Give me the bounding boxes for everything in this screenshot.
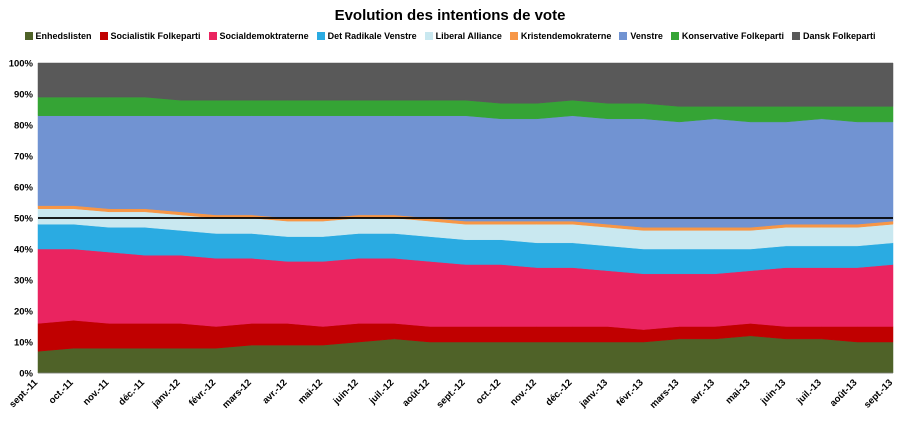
legend-item-konservative-folkeparti: Konservative Folkeparti: [670, 31, 784, 41]
x-axis-tick-label: mars-13: [648, 377, 682, 411]
y-axis-tick-label: 0%: [19, 369, 33, 380]
legend: Enhedslisten Socialistik Folkeparti Social…: [0, 31, 900, 41]
legend-label: Konservative Folkeparti: [681, 31, 784, 41]
x-axis-tick-label: oct.-11: [47, 377, 77, 407]
x-axis-tick-label: juin-12: [331, 377, 361, 407]
legend-swatch: [24, 32, 33, 40]
y-axis-tick-label: 90%: [14, 90, 34, 101]
y-axis-tick-label: 70%: [14, 152, 34, 163]
x-axis-tick-label: nov.-11: [81, 377, 112, 408]
x-axis-tick-label: avr.-12: [260, 377, 289, 406]
legend-swatch: [670, 32, 679, 40]
legend-item-venstre: Venstre: [619, 31, 663, 41]
x-axis-tick-label: sept.-13: [862, 377, 895, 410]
x-axis-tick-label: janv.-12: [150, 377, 183, 410]
legend-swatch: [99, 32, 108, 40]
y-axis-tick-label: 80%: [14, 121, 34, 132]
area-venstre: [37, 115, 894, 228]
x-axis-tick-label: sept.-12: [434, 377, 467, 410]
x-axis-tick-label: juil.-12: [367, 377, 397, 407]
legend-item-socialistik-folkeparti: Socialistik Folkeparti: [99, 31, 201, 41]
legend-swatch: [208, 32, 217, 40]
x-axis-tick-label: févr.-13: [614, 377, 645, 408]
y-axis-tick-label: 40%: [14, 245, 34, 256]
x-axis-tick-label: sept.-11: [7, 377, 40, 410]
x-axis-tick-label: déc.-12: [544, 377, 575, 408]
chart-title: Evolution des intentions de vote: [334, 7, 566, 24]
legend-label: Det Radikale Venstre: [327, 31, 417, 41]
x-axis-tick-label: mars-12: [220, 377, 254, 411]
y-axis-tick-label: 100%: [9, 59, 34, 70]
legend-item-det-radikale-venstre: Det Radikale Venstre: [316, 31, 417, 41]
y-axis-tick-label: 20%: [14, 307, 34, 318]
legend-label: Liberal Alliance: [435, 31, 502, 41]
x-axis-tick-label: mai-13: [724, 377, 753, 406]
area-dansk-folkeparti: [37, 62, 894, 107]
legend-label: Venstre: [630, 31, 663, 41]
legend-swatch: [791, 32, 800, 40]
legend-item-socialdemoktraterne: Socialdemoktraterne: [208, 31, 309, 41]
legend-label: Socialdemoktraterne: [219, 31, 309, 41]
legend-item-enhedslisten: Enhedslisten: [24, 31, 92, 41]
x-axis-tick-label: janv.-13: [577, 377, 610, 410]
legend-label: Socialistik Folkeparti: [110, 31, 201, 41]
x-axis-tick-label: juin-13: [758, 377, 788, 407]
x-axis-tick-label: févr.-12: [187, 377, 218, 408]
x-axis-tick-label: juil.-13: [794, 377, 824, 407]
x-axis-tick-label: déc.-11: [116, 377, 147, 408]
x-axis-tick-label: août-13: [828, 377, 860, 409]
y-axis-tick-label: 30%: [14, 276, 34, 287]
legend-label: Enhedslisten: [35, 31, 92, 41]
y-axis-tick-label: 50%: [14, 214, 34, 225]
stacked-area-chart: 0% 10% 20% 30% 40% 50% 60% 70% 80% 90% 100% sept.-1…: [7, 59, 895, 411]
x-axis-tick-label: avr.-13: [688, 377, 717, 406]
x-axis-tick-label: oct.-12: [474, 377, 503, 406]
y-axis-tick-label: 10%: [14, 338, 34, 349]
y-axis-tick-label: 60%: [14, 183, 34, 194]
legend-swatch: [316, 32, 325, 40]
x-axis-tick-label: nov.-12: [508, 377, 539, 408]
x-axis-tick-label: août-12: [400, 377, 432, 409]
legend-label: Kristendemokraterne: [520, 31, 612, 41]
legend-item-dansk-folkeparti: Dansk Folkeparti: [791, 31, 876, 41]
x-axis-tick-label: mai-12: [296, 377, 325, 406]
legend-swatch: [509, 32, 518, 40]
legend-item-liberal-alliance: Liberal Alliance: [424, 31, 502, 41]
legend-swatch: [619, 32, 628, 40]
legend-item-kristendemokraterne: Kristendemokraterne: [509, 31, 612, 41]
legend-swatch: [424, 32, 433, 40]
legend-label: Dansk Folkeparti: [802, 31, 876, 41]
